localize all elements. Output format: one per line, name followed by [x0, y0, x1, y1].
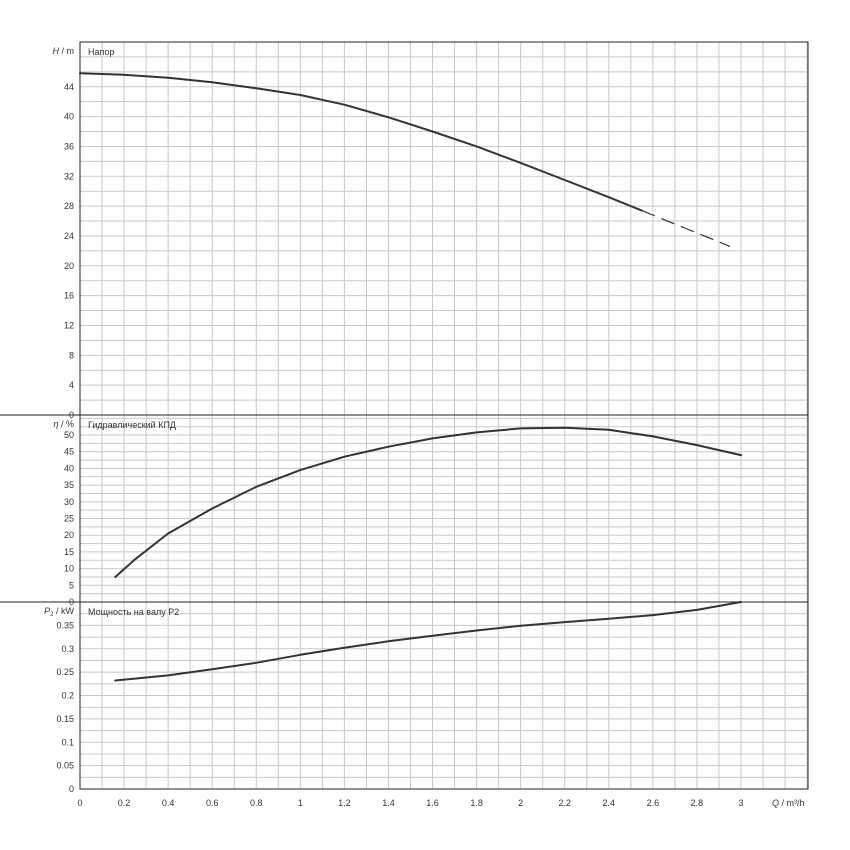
- y-tick-label: 0.05: [56, 761, 74, 771]
- panel-label: Мощность на валу P2: [88, 607, 179, 617]
- x-axis-label: Q / m³/h: [772, 798, 805, 808]
- y-tick-label: 24: [64, 231, 74, 241]
- y-tick-label: 40: [64, 463, 74, 473]
- y-tick-label: 8: [69, 350, 74, 360]
- y-tick-label: 20: [64, 261, 74, 271]
- y-axis-label: η / %: [53, 419, 74, 429]
- x-tick-label: 2.4: [603, 798, 616, 808]
- y-tick-label: 0: [69, 784, 74, 794]
- y-tick-label: 5: [69, 580, 74, 590]
- y-tick-label: 30: [64, 497, 74, 507]
- y-axis-label: P2 / kW: [44, 606, 74, 618]
- y-tick-label: 45: [64, 447, 74, 457]
- x-tick-label: 1: [298, 798, 303, 808]
- y-axis-unit: / m: [59, 46, 74, 56]
- y-tick-label: 0.2: [61, 691, 74, 701]
- x-tick-label: 3: [738, 798, 743, 808]
- grid-layer: [80, 42, 808, 789]
- x-tick-label: 0.8: [250, 798, 263, 808]
- y-axis-symbol: η: [53, 419, 58, 429]
- y-axis-unit: / kW: [54, 606, 75, 616]
- y-tick-label: 16: [64, 291, 74, 301]
- x-tick-label: 1.2: [338, 798, 351, 808]
- x-tick-label: 0.2: [118, 798, 131, 808]
- y-tick-label: 0.35: [56, 620, 74, 630]
- curve-line: [114, 426, 742, 578]
- panel-label: Гидравлический КПД: [88, 420, 176, 430]
- x-tick-label: 2.8: [691, 798, 704, 808]
- y-tick-label: 28: [64, 201, 74, 211]
- frame-layer: [0, 41, 809, 790]
- y-tick-label: 36: [64, 141, 74, 151]
- x-tick-label: 2.6: [647, 798, 660, 808]
- y-tick-label: 0.3: [61, 644, 74, 654]
- plot-frame: [79, 41, 809, 790]
- y-tick-label: 32: [64, 171, 74, 181]
- x-tick-label: 0.6: [206, 798, 219, 808]
- x-axis-symbol: Q: [772, 798, 779, 808]
- x-axis-unit: / m³/h: [779, 798, 805, 808]
- y-tick-label: 44: [64, 82, 74, 92]
- curve-extrapolated: [641, 210, 731, 247]
- x-tick-label: 0: [77, 798, 82, 808]
- x-tick-label: 2: [518, 798, 523, 808]
- y-tick-label: 25: [64, 514, 74, 524]
- y-tick-label: 0.1: [61, 737, 74, 747]
- curve-layer: [79, 72, 742, 682]
- y-tick-label: 0.15: [56, 714, 74, 724]
- x-tick-label: 1.4: [382, 798, 395, 808]
- panel-label: Напор: [88, 47, 114, 57]
- y-tick-label: 0.25: [56, 667, 74, 677]
- y-tick-label: 20: [64, 530, 74, 540]
- y-tick-label: 15: [64, 547, 74, 557]
- y-axis-symbol: P: [44, 606, 50, 616]
- curve-line: [79, 72, 643, 212]
- x-tick-label: 0.4: [162, 798, 175, 808]
- y-tick-label: 4: [69, 380, 74, 390]
- x-tick-label: 1.8: [470, 798, 483, 808]
- y-tick-label: 35: [64, 480, 74, 490]
- y-axis-subscript: 2: [50, 612, 54, 618]
- y-axis-label: H / m: [53, 46, 75, 56]
- y-axis-unit: / %: [58, 419, 74, 429]
- y-axis-symbol: H: [53, 46, 60, 56]
- y-tick-label: 12: [64, 320, 74, 330]
- y-tick-label: 10: [64, 564, 74, 574]
- x-tick-label: 2.2: [558, 798, 571, 808]
- y-tick-label: 40: [64, 112, 74, 122]
- curve-line: [114, 601, 742, 682]
- y-tick-label: 50: [64, 430, 74, 440]
- x-tick-label: 1.6: [426, 798, 439, 808]
